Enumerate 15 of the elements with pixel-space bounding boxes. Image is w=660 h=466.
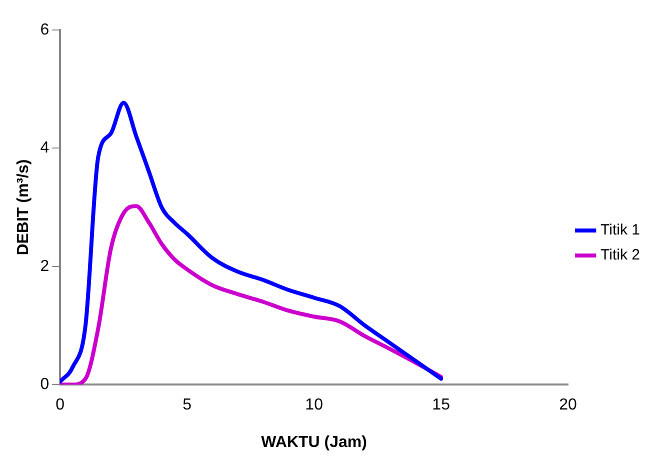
x-tick-label: 15 [432, 396, 450, 414]
y-tick-label: 2 [40, 258, 50, 275]
x-axis-title: WAKTU (Jam) [261, 434, 367, 451]
x-tick-label: 10 [305, 396, 324, 414]
x-tick-label: 5 [182, 396, 192, 414]
y-axis-title: DEBIT (m³/s) [15, 159, 32, 256]
y-tick-label: 6 [40, 21, 50, 38]
y-tick-label: 4 [40, 140, 50, 157]
x-tick-label: 0 [56, 396, 65, 414]
line-series [60, 204, 444, 385]
legend-label: Titik 2 [600, 246, 640, 264]
line-series [60, 100, 444, 384]
legend-label: Titik 1 [600, 222, 640, 239]
x-tick-label: 20 [559, 396, 578, 414]
y-tick-label: 0 [40, 376, 50, 394]
